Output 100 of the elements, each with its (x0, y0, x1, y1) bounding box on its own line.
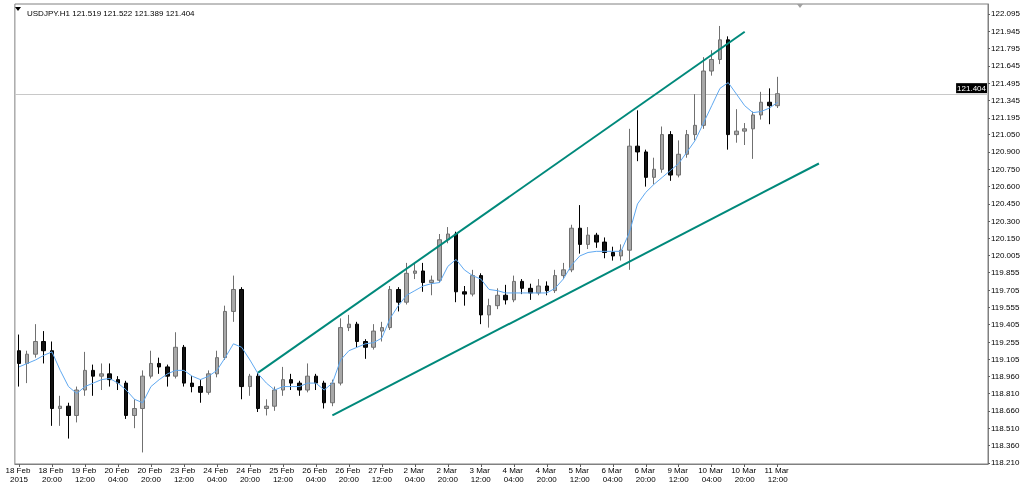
candlestick (330, 379, 335, 407)
candlestick (742, 122, 747, 146)
y-tick-label: 120.600 (991, 182, 1021, 192)
x-tick-label: 3 Mar 12:00 (469, 466, 493, 484)
candlestick (701, 56, 706, 130)
candlestick (116, 375, 120, 391)
x-tick-label: 2 Mar 04:00 (403, 466, 427, 484)
candlestick (652, 157, 656, 185)
candlestick (388, 285, 392, 331)
candlestick (140, 369, 145, 453)
ref-line-label: 121.404 (957, 83, 987, 93)
candlestick (479, 272, 483, 325)
candlestick (182, 344, 186, 388)
candlestick (413, 262, 417, 280)
y-tick-label: 118.360 (991, 441, 1020, 451)
candlestick (264, 398, 269, 416)
y-tick-label: 118.810 (991, 389, 1020, 398)
x-tick-label: 26 Feb 20:00 (335, 466, 363, 484)
candlestick (421, 262, 425, 293)
x-tick-label: 20 Feb 20:00 (137, 466, 165, 484)
x-tick-label: 26 Feb 04:00 (302, 466, 330, 484)
candlestick (322, 380, 326, 410)
y-tick-label: 121.645 (991, 61, 1021, 71)
candlestick (578, 204, 582, 255)
candlestick (676, 139, 681, 178)
candlestick (470, 269, 475, 297)
candlestick (660, 126, 664, 174)
x-tick-label: 18 Feb 20:00 (38, 466, 66, 484)
candlestick (512, 275, 516, 303)
y-tick-label: 120.005 (991, 250, 1021, 260)
candlestick (759, 91, 763, 121)
line-series (18, 82, 779, 404)
candlestick (99, 362, 104, 391)
x-tick-label: 10 Mar 20:00 (731, 466, 759, 484)
candlestick (58, 395, 62, 427)
x-tick-label: 18 Feb 2015 (5, 466, 33, 484)
candlestick (635, 109, 640, 162)
y-tick-label: 119.705 (991, 285, 1020, 295)
candlestick (272, 386, 277, 412)
candlestick (644, 149, 648, 188)
candlestick (256, 372, 260, 413)
candlestick (726, 35, 730, 151)
y-tick-label: 121.050 (991, 130, 1021, 140)
candlestick (594, 232, 599, 249)
candlestick (50, 340, 54, 427)
x-tick-label: 24 Feb 04:00 (203, 466, 231, 484)
candlestick (611, 246, 615, 262)
candlestick (380, 321, 384, 342)
y-tick-label: 121.345 (991, 96, 1021, 106)
candlestick (462, 285, 467, 307)
y-tick-label: 118.660 (991, 406, 1020, 416)
candlestick (289, 373, 293, 391)
x-tick-label: 4 Mar 20:00 (535, 466, 559, 484)
candlestick (454, 231, 458, 303)
candlestick (668, 130, 673, 182)
x-tick-label: 2 Mar 20:00 (436, 466, 460, 484)
y-tick-label: 120.450 (991, 199, 1021, 209)
candlestick (503, 284, 508, 305)
y-tick-label: 121.795 (991, 44, 1021, 53)
text: USDJPY.H1 121.519 121.522 121.389 121.404 (27, 8, 196, 18)
candlestick (751, 110, 755, 160)
x-tick-label: 25 Feb 12:00 (269, 466, 297, 484)
candlestick (41, 330, 46, 364)
candlestick (561, 262, 566, 280)
x-tick-label: 5 Mar 12:00 (568, 466, 592, 484)
y-tick-label: 119.555 (991, 302, 1020, 312)
y-tick-label: 118.510 (991, 423, 1020, 433)
candlestick (569, 224, 574, 273)
candlestick (91, 364, 95, 397)
x-tick-label: 27 Feb 12:00 (368, 466, 396, 484)
candlestick (206, 369, 211, 396)
candlestick (495, 287, 500, 310)
candlestick (314, 373, 318, 391)
candlestick (239, 286, 244, 400)
candlestick (173, 331, 178, 379)
y-tick-label: 119.255 (991, 337, 1020, 347)
x-tick-label: 10 Mar 04:00 (698, 466, 726, 484)
x-tick-label: 24 Feb 20:00 (236, 466, 264, 484)
candlestick (553, 269, 557, 294)
y-tick-label: 118.960 (991, 371, 1020, 381)
x-tick-label: 11 Mar 12:00 (764, 466, 791, 484)
candlestick (693, 93, 697, 141)
candlestick (602, 236, 607, 259)
candlestick (487, 298, 491, 329)
candlestick (231, 275, 236, 323)
candlestick (586, 226, 590, 250)
candlestick (17, 334, 21, 388)
y-tick-label: 120.900 (991, 147, 1021, 157)
candlestick (66, 402, 71, 440)
candlestick (709, 49, 714, 77)
candlestick (347, 314, 351, 332)
candlestick (767, 87, 772, 125)
candlestick (223, 305, 227, 361)
x-tick-label: 4 Mar 04:00 (502, 466, 526, 484)
y-tick-label: 121.945 (991, 26, 1021, 36)
y-tick-label: 121.495 (991, 78, 1021, 88)
y-tick-label: 120.300 (991, 216, 1021, 226)
candlestick (305, 362, 310, 393)
x-tick-label: 9 Mar 12:00 (667, 466, 691, 484)
candlestick (338, 317, 343, 386)
